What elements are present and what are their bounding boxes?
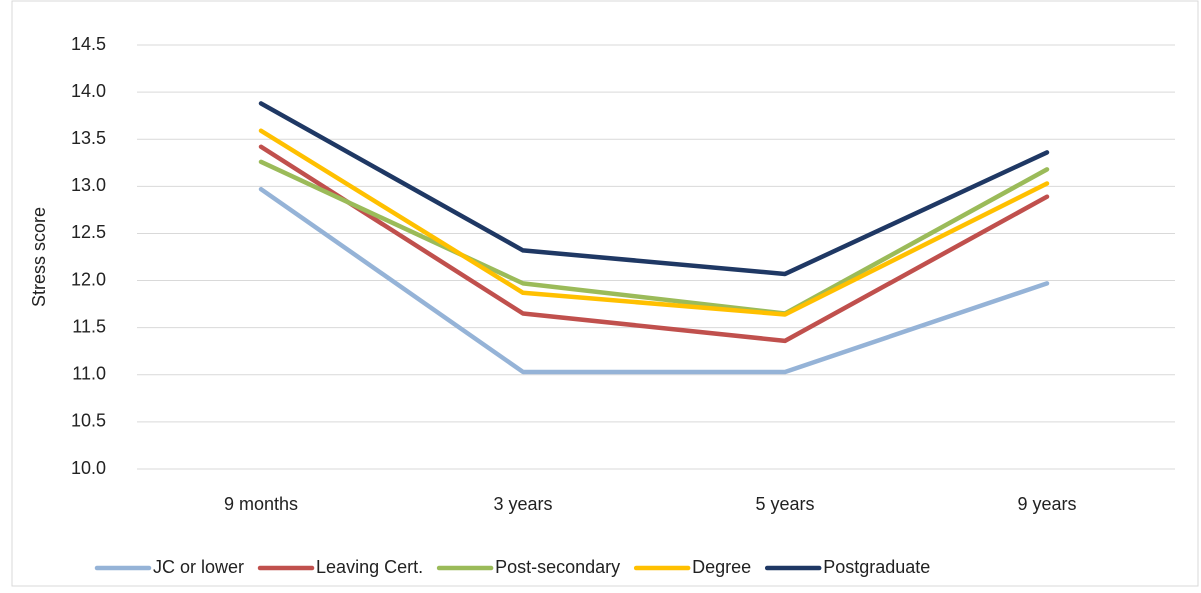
y-tick-label: 12.5 [71, 222, 106, 242]
x-tick-label: 9 years [1017, 494, 1076, 514]
legend-label: Post-secondary [495, 557, 620, 577]
series-line [258, 128, 1050, 317]
y-tick-label: 14.5 [71, 34, 106, 54]
x-tick-label: 5 years [755, 494, 814, 514]
legend-label: Postgraduate [823, 557, 930, 577]
legend-label: JC or lower [153, 557, 244, 577]
series-line [258, 101, 1050, 277]
series-line [258, 159, 1050, 316]
y-tick-label: 10.0 [71, 458, 106, 478]
y-tick-label: 14.0 [71, 81, 106, 101]
legend-label: Leaving Cert. [316, 557, 423, 577]
y-axis-title: Stress score [29, 207, 49, 307]
x-tick-label: 9 months [224, 494, 298, 514]
y-tick-label: 10.5 [71, 411, 106, 431]
y-tick-label: 11.5 [72, 316, 106, 336]
series-line [258, 186, 1050, 375]
y-tick-label: 13.5 [71, 128, 106, 148]
y-tick-label: 11.0 [72, 364, 106, 384]
series-line [258, 144, 1050, 344]
y-tick-label: 12.0 [71, 269, 106, 289]
x-tick-label: 3 years [493, 494, 552, 514]
y-tick-label: 13.0 [71, 175, 106, 195]
legend-label: Degree [692, 557, 751, 577]
